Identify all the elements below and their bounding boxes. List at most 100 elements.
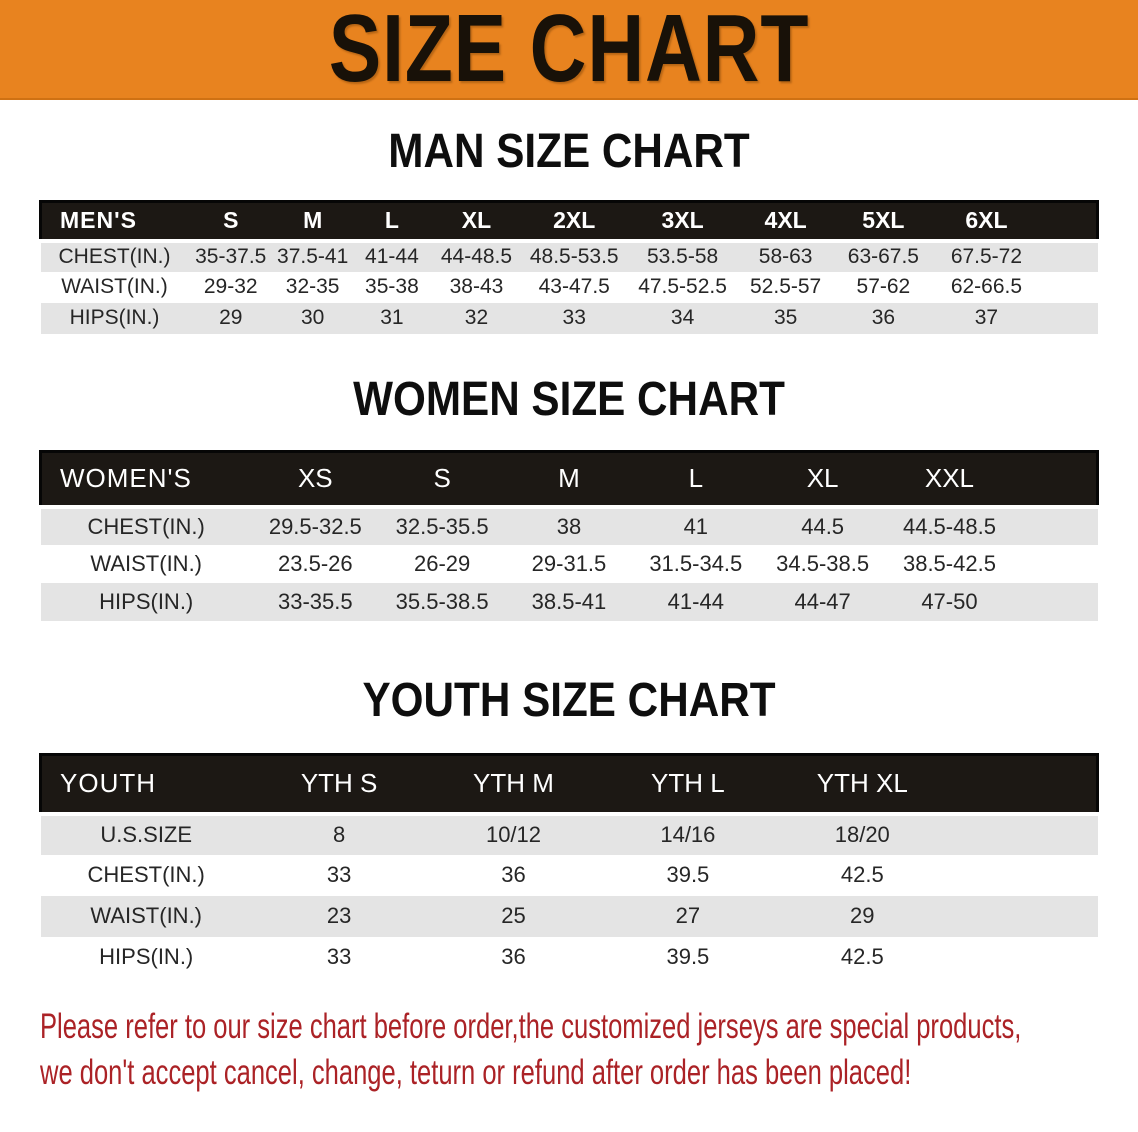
size-cell: 39.5 [600,854,776,896]
size-cell: 34.5-38.5 [759,545,887,583]
filler-cell [1039,271,1098,303]
size-cell: 33 [251,936,427,978]
youth-header-row: YOUTH YTH S YTH M YTH L YTH XL [38,753,1100,815]
column-header: XL [759,449,887,509]
column-header: 5XL [833,200,934,242]
size-cell: 44.5 [759,505,887,545]
size-cell: 42.5 [775,854,950,896]
size-cell: 38.5-42.5 [886,545,1013,583]
size-cell: 37 [933,302,1040,334]
filler-cell [949,811,1098,855]
size-cell: 32 [431,302,522,334]
column-header: S [188,200,274,242]
size-cell: 32.5-35.5 [378,505,506,545]
table-row-chest: CHEST(IN.) 35-37.5 37.5-41 41-44 44-48.5… [40,238,1098,272]
size-cell: 44-48.5 [431,238,522,272]
size-cell: 30 [273,302,353,334]
size-cell: 41 [632,505,760,545]
women-section-heading: WOMEN SIZE CHART [353,372,785,426]
filler-cell [1039,238,1098,272]
table-row-chest: CHEST(IN.) 33 36 39.5 42.5 [40,854,1098,896]
size-cell: 32-35 [273,271,353,303]
column-header: XS [251,449,379,509]
row-label: WAIST(IN.) [40,545,252,583]
youth-size-table: YOUTH YTH S YTH M YTH L YTH XL U.S.SIZE … [38,753,1100,978]
column-header: M [505,449,633,509]
size-cell: 39.5 [600,936,776,978]
size-cell: 35 [738,302,834,334]
youth-section-heading: YOUTH SIZE CHART [362,674,776,727]
size-cell: 29-31.5 [505,545,633,583]
size-cell: 23 [251,895,427,937]
column-header: S [378,449,506,509]
size-cell: 33 [521,302,628,334]
size-cell: 25 [426,895,601,937]
row-label: HIPS(IN.) [40,302,189,334]
size-cell: 57-62 [833,271,934,303]
size-cell: 52.5-57 [738,271,834,303]
table-row-hips: HIPS(IN.) 29 30 31 32 33 34 35 36 37 [40,302,1098,334]
size-cell: 35-37.5 [188,238,274,272]
size-cell: 58-63 [738,238,834,272]
size-cell: 10/12 [426,811,601,855]
size-cell: 63-67.5 [833,238,934,272]
banner-title: SIZE CHART [328,0,810,102]
column-header: YTH L [600,753,776,815]
banner: SIZE CHART [0,0,1138,100]
row-label: CHEST(IN.) [40,238,189,272]
filler-cell [949,895,1098,937]
column-header: XXL [886,449,1013,509]
size-cell: 36 [833,302,934,334]
size-cell: 53.5-58 [627,238,739,272]
size-cell: 48.5-53.5 [521,238,628,272]
youth-section: YOUTH SIZE CHART YOUTH YTH S YTH M YTH L… [0,677,1138,978]
men-group-label: MEN'S [39,200,189,242]
size-cell: 18/20 [775,811,950,855]
column-header: 4XL [738,200,834,242]
filler-cell [1039,302,1098,334]
disclaimer-line-1: Please refer to our size chart before or… [40,1006,1022,1046]
size-cell: 26-29 [378,545,506,583]
men-section-heading: MAN SIZE CHART [388,125,750,178]
column-header: L [352,200,432,242]
column-header: YTH XL [775,753,950,815]
table-row-waist: WAIST(IN.) 29-32 32-35 35-38 38-43 43-47… [40,271,1098,303]
filler-cell [1039,200,1100,242]
column-header: L [632,449,760,509]
size-cell: 31.5-34.5 [632,545,760,583]
column-header: YTH M [426,753,601,815]
size-cell: 29 [775,895,950,937]
size-cell: 42.5 [775,936,950,978]
row-label: U.S.SIZE [40,811,252,855]
column-header: 2XL [521,200,628,242]
men-header-row: MEN'S S M L XL 2XL 3XL 4XL 5XL 6XL [39,200,1100,242]
size-cell: 38-43 [431,271,522,303]
size-cell: 36 [426,936,601,978]
filler-cell [949,854,1098,896]
row-label: CHEST(IN.) [40,505,252,545]
women-header-row: WOMEN'S XS S M L XL XXL [38,449,1099,509]
row-label: CHEST(IN.) [40,854,252,896]
size-cell: 44.5-48.5 [886,505,1013,545]
size-cell: 29 [188,302,274,334]
size-cell: 35.5-38.5 [378,583,506,621]
youth-group-label: YOUTH [38,753,252,815]
women-group-label: WOMEN'S [38,449,252,509]
size-cell: 34 [627,302,739,334]
filler-cell [1012,505,1098,545]
size-cell: 41-44 [352,238,432,272]
table-row-chest: CHEST(IN.) 29.5-32.5 32.5-35.5 38 41 44.… [40,505,1098,545]
table-row-hips: HIPS(IN.) 33-35.5 35.5-38.5 38.5-41 41-4… [40,583,1098,621]
size-cell: 47.5-52.5 [627,271,739,303]
size-cell: 62-66.5 [933,271,1040,303]
size-cell: 41-44 [632,583,760,621]
size-cell: 23.5-26 [251,545,379,583]
size-cell: 36 [426,854,601,896]
filler-cell [1012,545,1098,583]
filler-cell [949,936,1098,978]
row-label: WAIST(IN.) [40,895,252,937]
size-cell: 14/16 [600,811,776,855]
size-cell: 29-32 [188,271,274,303]
column-header: M [273,200,353,242]
row-label: HIPS(IN.) [40,583,252,621]
